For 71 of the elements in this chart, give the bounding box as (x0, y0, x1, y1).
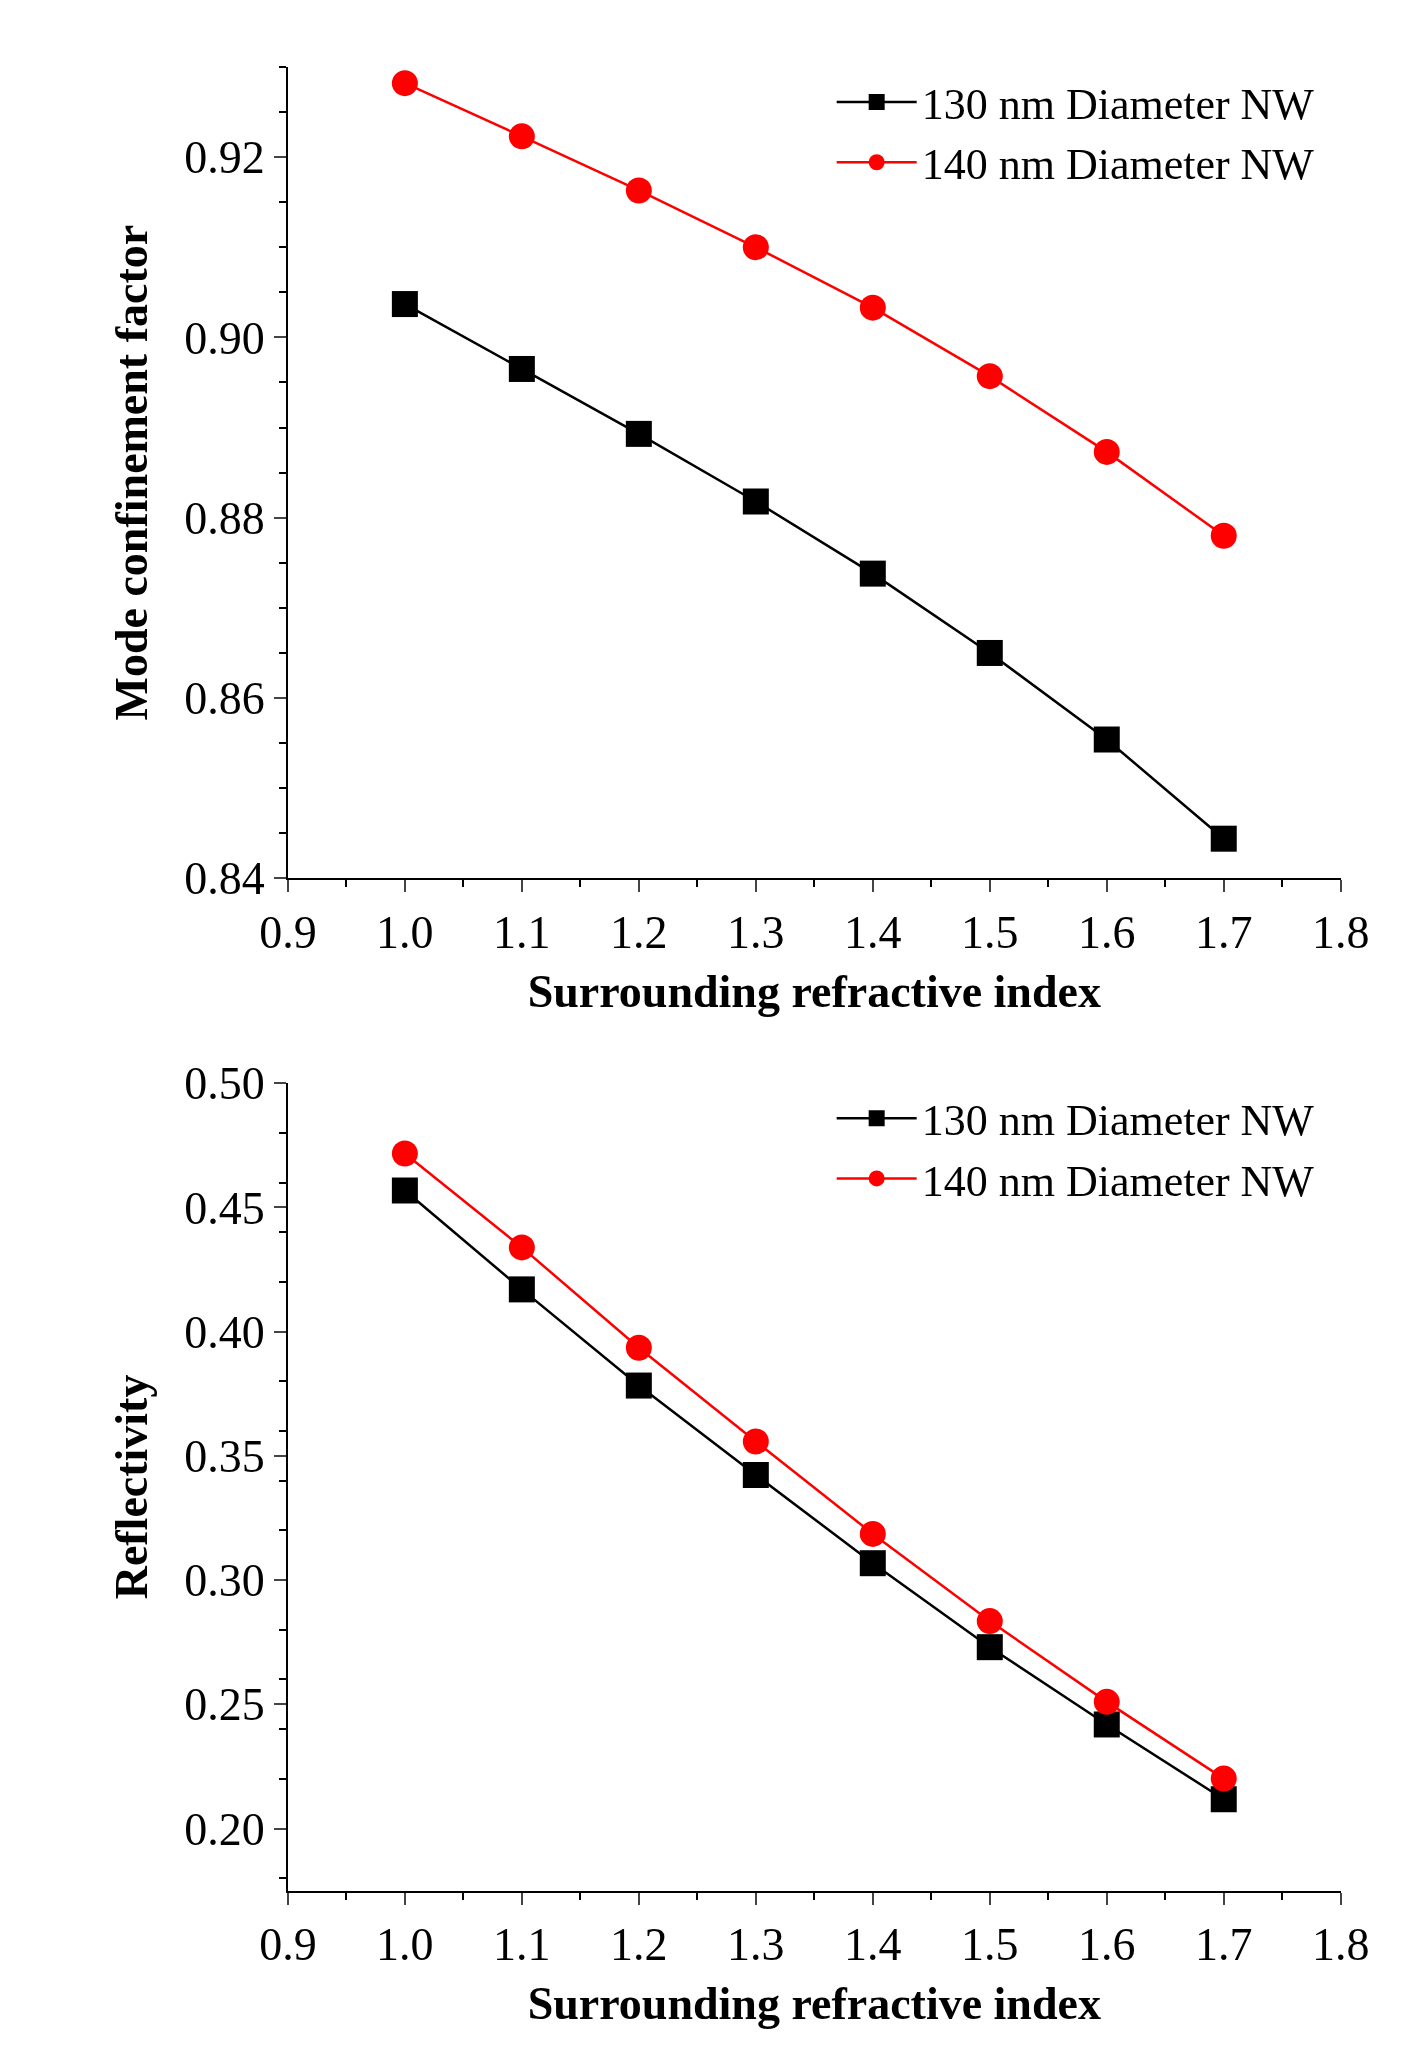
legend-label: 130 nm Diameter NW (921, 80, 1315, 130)
point (1093, 1711, 1120, 1738)
point (742, 1461, 769, 1488)
point (859, 1520, 886, 1547)
x-tick-label: 1.6 (1078, 1918, 1136, 1970)
point (1210, 825, 1237, 852)
point (1210, 522, 1237, 549)
point (976, 363, 1003, 390)
x-tick-label: 1.8 (1311, 906, 1370, 958)
x-tick-label: 1.1 (493, 906, 551, 958)
x-tick-label: 1.7 (1194, 1918, 1253, 1970)
point (625, 420, 652, 447)
point (1093, 438, 1120, 465)
point (508, 1234, 535, 1261)
point (1093, 1688, 1120, 1715)
point (742, 234, 769, 261)
x-tick-label: 1.0 (376, 906, 434, 958)
y-tick-label: 0.20 (184, 1803, 265, 1855)
point (625, 1372, 652, 1399)
y-tick-label: 0.84 (184, 853, 265, 905)
y-tick-label: 0.50 (184, 1058, 265, 1110)
point (391, 291, 418, 318)
x-tick-label: 1.8 (1311, 1918, 1370, 1970)
y-tick-label: 0.25 (184, 1679, 265, 1731)
x-tick-label: 1.3 (727, 906, 785, 958)
y-tick-label: 0.88 (184, 492, 265, 544)
x-tick-label: 1.3 (727, 1918, 785, 1970)
x-tick-label: 1.0 (376, 1918, 434, 1970)
x-tick-label: 1.7 (1194, 906, 1253, 958)
legend-label: 140 nm Diameter NW (921, 140, 1315, 190)
point (1093, 726, 1120, 753)
point (976, 639, 1003, 666)
point (859, 294, 886, 321)
point (508, 1276, 535, 1303)
point (625, 177, 652, 204)
y-tick-label: 0.86 (184, 673, 265, 725)
point (391, 70, 418, 97)
point (391, 1140, 418, 1167)
y-tick-label: 0.92 (184, 132, 265, 184)
point (742, 488, 769, 515)
y-axis-title: Mode confinement factor (106, 224, 158, 721)
legend-label: 140 nm Diameter NW (921, 1156, 1315, 1206)
x-axis-title: Surrounding refractive index (527, 1978, 1101, 2030)
point (742, 1428, 769, 1455)
point (508, 123, 535, 150)
point (976, 1608, 1003, 1635)
x-tick-label: 1.2 (610, 906, 668, 958)
point (508, 355, 535, 382)
y-tick-label: 0.40 (184, 1306, 265, 1358)
y-tick-label: 0.90 (184, 312, 265, 364)
x-axis-title: Surrounding refractive index (527, 965, 1101, 1017)
point (976, 1634, 1003, 1661)
x-tick-label: 1.1 (493, 1918, 551, 1970)
y-tick-label: 0.35 (184, 1430, 265, 1482)
legend-label: 130 nm Diameter NW (921, 1096, 1315, 1146)
x-tick-label: 1.6 (1078, 906, 1136, 958)
y-axis-title: Reflectivity (106, 1374, 158, 1600)
y-tick-label: 0.45 (184, 1182, 265, 1234)
x-tick-label: 0.9 (259, 906, 317, 958)
point (391, 1177, 418, 1204)
x-tick-label: 0.9 (259, 1918, 317, 1970)
x-tick-label: 1.5 (961, 1918, 1019, 1970)
x-tick-label: 1.5 (961, 906, 1019, 958)
x-tick-label: 1.4 (844, 906, 902, 958)
y-tick-label: 0.30 (184, 1555, 265, 1607)
point (859, 1550, 886, 1577)
point (625, 1334, 652, 1361)
x-tick-label: 1.4 (844, 1918, 902, 1970)
x-tick-label: 1.2 (610, 1918, 668, 1970)
point (859, 560, 886, 587)
point (1210, 1765, 1237, 1792)
